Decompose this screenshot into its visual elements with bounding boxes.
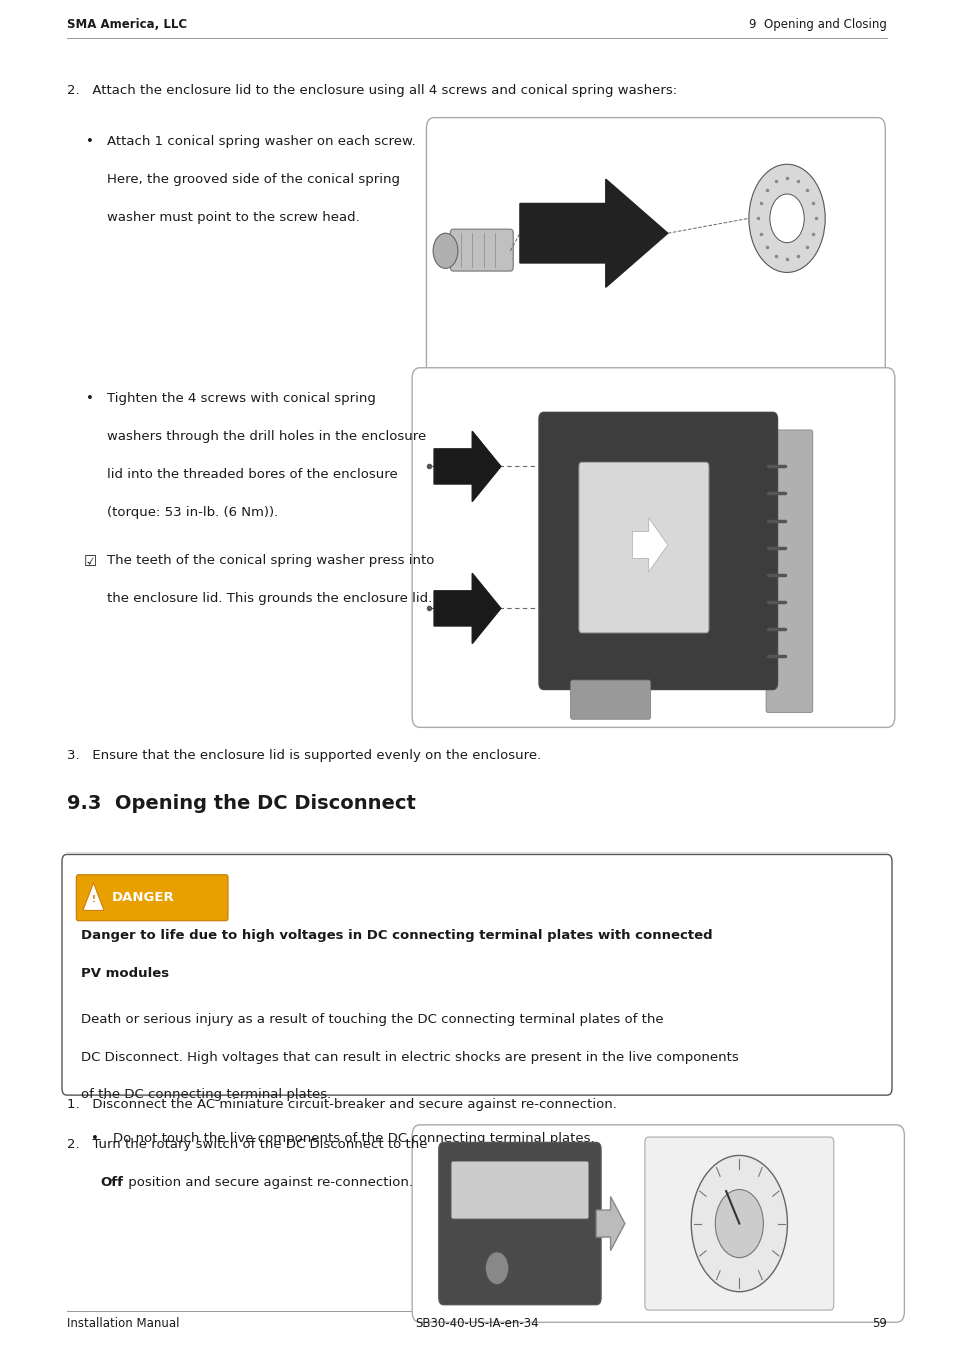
Circle shape	[769, 193, 803, 243]
Text: 9.3  Opening the DC Disconnect: 9.3 Opening the DC Disconnect	[67, 794, 416, 813]
Text: washer must point to the screw head.: washer must point to the screw head.	[107, 211, 359, 224]
Polygon shape	[519, 178, 667, 288]
Text: Tighten the 4 screws with conical spring: Tighten the 4 screws with conical spring	[107, 392, 375, 406]
Text: ☑: ☑	[84, 554, 97, 569]
Text: Danger to life due to high voltages in DC connecting terminal plates with connec: Danger to life due to high voltages in D…	[81, 929, 712, 942]
Text: SB30-40-US-IA-en-34: SB30-40-US-IA-en-34	[415, 1317, 538, 1330]
Polygon shape	[434, 431, 500, 502]
Text: DANGER: DANGER	[112, 891, 174, 904]
Text: !: !	[91, 895, 95, 903]
Polygon shape	[83, 883, 104, 910]
Text: 9  Opening and Closing: 9 Opening and Closing	[748, 18, 886, 31]
FancyBboxPatch shape	[438, 1142, 600, 1305]
Text: 2.   Attach the enclosure lid to the enclosure using all 4 screws and conical sp: 2. Attach the enclosure lid to the enclo…	[67, 84, 677, 97]
Polygon shape	[434, 573, 500, 644]
FancyBboxPatch shape	[570, 680, 650, 719]
FancyBboxPatch shape	[426, 118, 884, 376]
Text: The teeth of the conical spring washer press into: The teeth of the conical spring washer p…	[107, 554, 434, 568]
Circle shape	[748, 165, 824, 272]
Text: Installation Manual: Installation Manual	[67, 1317, 179, 1330]
Text: SMA America, LLC: SMA America, LLC	[67, 18, 187, 31]
Circle shape	[433, 233, 457, 269]
Text: 1.   Disconnect the AC miniature circuit-breaker and secure against re-connectio: 1. Disconnect the AC miniature circuit-b…	[67, 1098, 616, 1111]
Text: washers through the drill holes in the enclosure: washers through the drill holes in the e…	[107, 430, 426, 443]
Circle shape	[715, 1190, 762, 1257]
Text: Death or serious injury as a result of touching the DC connecting terminal plate: Death or serious injury as a result of t…	[81, 1013, 663, 1026]
Text: Here, the grooved side of the conical spring: Here, the grooved side of the conical sp…	[107, 173, 399, 187]
Polygon shape	[632, 518, 667, 572]
FancyBboxPatch shape	[450, 228, 513, 270]
Circle shape	[485, 1252, 508, 1284]
Text: position and secure against re-connection.: position and secure against re-connectio…	[124, 1176, 413, 1190]
Text: Attach 1 conical spring washer on each screw.: Attach 1 conical spring washer on each s…	[107, 135, 416, 149]
FancyBboxPatch shape	[538, 412, 777, 690]
FancyBboxPatch shape	[412, 1125, 903, 1322]
FancyBboxPatch shape	[578, 462, 708, 633]
FancyBboxPatch shape	[412, 368, 894, 727]
FancyBboxPatch shape	[644, 1137, 833, 1310]
Text: (torque: 53 in-lb. (6 Nm)).: (torque: 53 in-lb. (6 Nm)).	[107, 506, 278, 519]
Text: •: •	[86, 135, 93, 149]
FancyBboxPatch shape	[451, 1161, 588, 1220]
Text: 2.   Turn the rotary switch of the DC Disconnect to the: 2. Turn the rotary switch of the DC Disc…	[67, 1138, 427, 1152]
Circle shape	[691, 1156, 786, 1291]
Text: Off: Off	[100, 1176, 123, 1190]
FancyBboxPatch shape	[62, 854, 891, 1095]
FancyBboxPatch shape	[765, 430, 812, 713]
Text: the enclosure lid. This grounds the enclosure lid.: the enclosure lid. This grounds the encl…	[107, 592, 432, 606]
Text: 59: 59	[871, 1317, 886, 1330]
Text: Do not touch the live components of the DC connecting terminal plates.: Do not touch the live components of the …	[112, 1132, 594, 1145]
Text: •: •	[86, 392, 93, 406]
Text: lid into the threaded bores of the enclosure: lid into the threaded bores of the enclo…	[107, 468, 397, 481]
Polygon shape	[596, 1197, 624, 1251]
Text: •: •	[91, 1132, 98, 1145]
Text: of the DC connecting terminal plates.: of the DC connecting terminal plates.	[81, 1088, 331, 1102]
Text: PV modules: PV modules	[81, 967, 169, 980]
FancyBboxPatch shape	[76, 875, 228, 921]
Text: 3.   Ensure that the enclosure lid is supported evenly on the enclosure.: 3. Ensure that the enclosure lid is supp…	[67, 749, 540, 763]
Text: DC Disconnect. High voltages that can result in electric shocks are present in t: DC Disconnect. High voltages that can re…	[81, 1051, 738, 1064]
